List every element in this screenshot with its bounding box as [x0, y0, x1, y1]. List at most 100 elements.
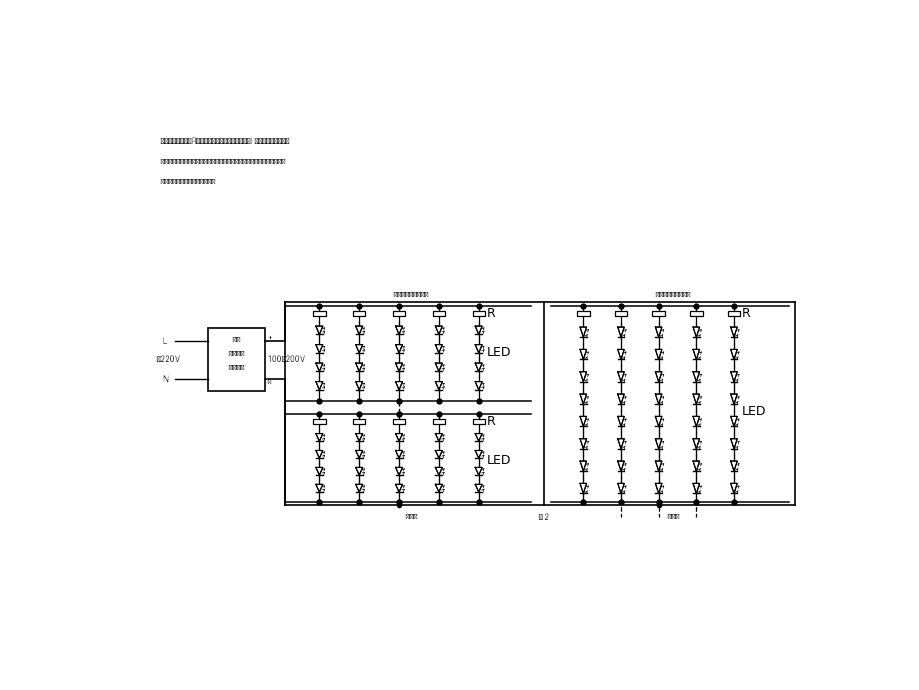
Polygon shape — [730, 461, 736, 471]
Bar — [353, 419, 365, 424]
Polygon shape — [475, 451, 482, 458]
Polygon shape — [395, 382, 403, 390]
Bar — [614, 311, 627, 317]
Polygon shape — [356, 467, 362, 475]
Bar — [392, 311, 404, 317]
Polygon shape — [580, 484, 586, 493]
Bar — [652, 311, 664, 317]
Polygon shape — [395, 363, 403, 371]
Polygon shape — [315, 467, 323, 475]
Bar — [576, 311, 589, 317]
Polygon shape — [692, 461, 698, 471]
Bar — [472, 311, 484, 317]
Polygon shape — [475, 326, 482, 335]
Polygon shape — [315, 484, 323, 492]
Bar — [472, 419, 484, 424]
Polygon shape — [475, 484, 482, 492]
Polygon shape — [730, 372, 736, 382]
Polygon shape — [730, 327, 736, 337]
Polygon shape — [395, 484, 403, 492]
Polygon shape — [730, 349, 736, 359]
Polygon shape — [692, 372, 698, 382]
Polygon shape — [617, 327, 624, 337]
Polygon shape — [435, 382, 442, 390]
Polygon shape — [654, 394, 661, 404]
Polygon shape — [617, 394, 624, 404]
Text: R: R — [486, 307, 494, 320]
Bar — [353, 311, 365, 317]
Polygon shape — [617, 372, 624, 382]
Polygon shape — [654, 461, 661, 471]
Polygon shape — [356, 344, 362, 353]
Polygon shape — [730, 484, 736, 493]
Polygon shape — [654, 416, 661, 426]
Polygon shape — [730, 439, 736, 449]
Polygon shape — [654, 372, 661, 382]
Polygon shape — [580, 394, 586, 404]
Polygon shape — [315, 382, 323, 390]
Polygon shape — [580, 372, 586, 382]
Polygon shape — [356, 326, 362, 335]
Polygon shape — [435, 363, 442, 371]
Polygon shape — [356, 433, 362, 441]
Polygon shape — [617, 416, 624, 426]
Polygon shape — [435, 484, 442, 492]
Polygon shape — [654, 327, 661, 337]
Polygon shape — [692, 349, 698, 359]
Polygon shape — [395, 344, 403, 353]
Polygon shape — [692, 484, 698, 493]
Polygon shape — [315, 433, 323, 441]
Polygon shape — [475, 382, 482, 390]
Polygon shape — [617, 484, 624, 493]
Polygon shape — [435, 344, 442, 353]
Polygon shape — [692, 394, 698, 404]
Polygon shape — [315, 326, 323, 335]
Text: LED: LED — [741, 405, 766, 418]
Polygon shape — [356, 451, 362, 458]
Bar — [727, 311, 740, 317]
Polygon shape — [395, 433, 403, 441]
Polygon shape — [580, 327, 586, 337]
Polygon shape — [730, 416, 736, 426]
Polygon shape — [692, 327, 698, 337]
Polygon shape — [356, 363, 362, 371]
Polygon shape — [617, 461, 624, 471]
Polygon shape — [692, 416, 698, 426]
Polygon shape — [395, 467, 403, 475]
Polygon shape — [654, 349, 661, 359]
Polygon shape — [395, 326, 403, 335]
Polygon shape — [435, 326, 442, 335]
Polygon shape — [654, 484, 661, 493]
Bar — [432, 419, 445, 424]
Text: LED: LED — [486, 346, 510, 359]
Polygon shape — [435, 433, 442, 441]
Polygon shape — [580, 439, 586, 449]
Bar — [312, 311, 325, 317]
Polygon shape — [475, 467, 482, 475]
Polygon shape — [356, 382, 362, 390]
Bar — [312, 419, 325, 424]
Polygon shape — [435, 451, 442, 458]
Polygon shape — [692, 439, 698, 449]
Bar — [392, 419, 404, 424]
Polygon shape — [315, 363, 323, 371]
Text: LED: LED — [486, 453, 510, 466]
Polygon shape — [356, 484, 362, 492]
Text: R: R — [486, 415, 494, 428]
Bar — [208, 328, 265, 391]
Bar — [689, 311, 702, 317]
Text: R: R — [741, 307, 750, 320]
Polygon shape — [730, 394, 736, 404]
Polygon shape — [654, 439, 661, 449]
Polygon shape — [617, 349, 624, 359]
Polygon shape — [315, 344, 323, 353]
Polygon shape — [580, 416, 586, 426]
Polygon shape — [475, 344, 482, 353]
Polygon shape — [617, 439, 624, 449]
Polygon shape — [475, 433, 482, 441]
Polygon shape — [315, 451, 323, 458]
Polygon shape — [395, 451, 403, 458]
Polygon shape — [435, 467, 442, 475]
Polygon shape — [580, 349, 586, 359]
Polygon shape — [580, 461, 586, 471]
